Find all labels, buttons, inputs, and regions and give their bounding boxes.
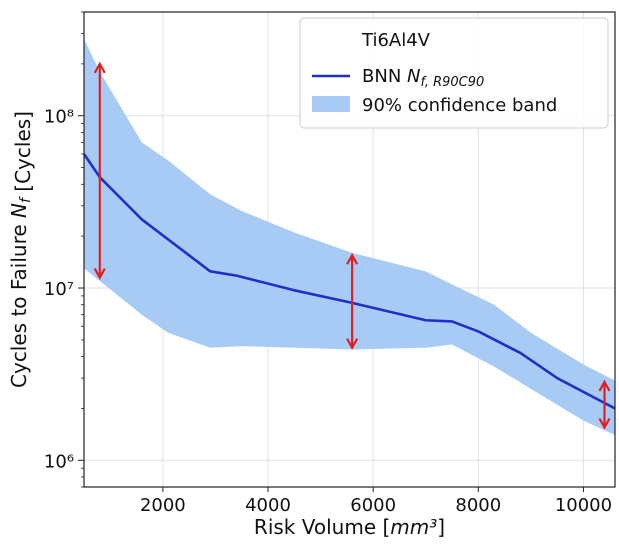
legend-line-label: BNN Nf, R90C90 xyxy=(362,66,484,90)
legend: Ti6Al4V BNN Nf, R90C90 90% confidence ba… xyxy=(299,17,609,129)
x-tick-label: 4000 xyxy=(245,495,291,516)
plot-frame xyxy=(83,11,616,488)
error-bar-arrow-top xyxy=(346,252,359,265)
error-bar-arrow-bottom xyxy=(598,417,611,430)
error-bar-layer xyxy=(93,61,611,430)
x-axis-label: Risk Volume [mm³] xyxy=(254,515,445,539)
x-tick-label: 10000 xyxy=(555,495,612,516)
legend-band-swatch xyxy=(312,96,350,112)
confidence-band xyxy=(84,38,615,436)
error-bar-arrow-bottom xyxy=(93,268,106,280)
error-bar-arrow-bottom xyxy=(346,338,359,351)
x-tick-label: 8000 xyxy=(455,495,501,516)
x-tick-label: 2000 xyxy=(140,495,186,516)
x-axis: 2000 4000 6000 8000 10000 xyxy=(140,487,612,516)
x-tick-label: 6000 xyxy=(350,495,396,516)
y-axis-label: Cycles to Failure Nf [Cycles] xyxy=(7,111,35,388)
legend-box xyxy=(299,17,609,129)
y-tick-label: 10⁶ xyxy=(44,451,74,472)
error-bar-arrow-top xyxy=(598,379,611,392)
error-bar-arrow-top xyxy=(93,61,106,74)
error-bar xyxy=(598,379,611,430)
error-bar xyxy=(346,252,359,351)
error-bar xyxy=(93,61,106,280)
y-tick-label: 10⁷ xyxy=(44,279,74,300)
y-tick-label: 10⁸ xyxy=(44,107,74,128)
legend-title: Ti6Al4V xyxy=(361,30,431,51)
y-axis: 10⁶ 10⁷ 10⁸ xyxy=(44,11,84,488)
legend-band-label: 90% confidence band xyxy=(362,95,557,116)
confidence-band-layer xyxy=(84,38,615,436)
